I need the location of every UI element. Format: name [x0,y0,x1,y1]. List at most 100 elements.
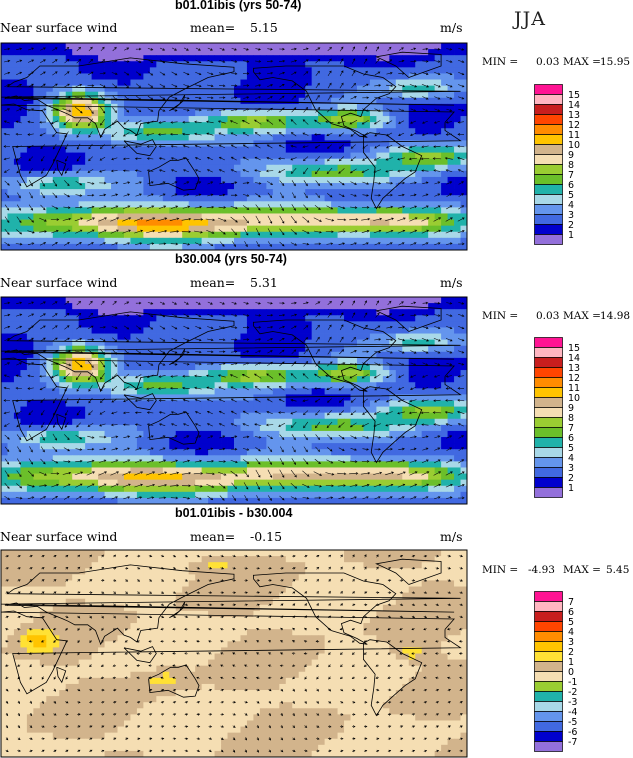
panel-3-mean-value: -0.15 [250,529,283,544]
panel-2-mean-label: mean= [190,275,236,290]
colorbar-2-tick-3: 12 [568,373,580,384]
colorbar-3-tick-1: 6 [568,607,574,618]
colorbar-2-swatch-13 [534,467,563,478]
colorbar-3-tick-11: -4 [568,707,577,718]
colorbar-2-swatch-1 [534,347,563,358]
colorbar-1-swatch-5 [534,134,563,145]
colorbar-3-swatch-12 [534,711,563,722]
panel-2-max-label: MAX = [563,310,601,322]
panel-3-title: b01.01ibis - b30.004 [175,506,293,520]
panel-2-variable: Near surface wind [0,275,118,290]
colorbar-3-swatch-9 [534,681,563,692]
colorbar-3-swatch-2 [534,611,563,622]
colorbar-3-swatch-7 [534,661,563,672]
colorbar-3-tick-12: -5 [568,717,577,728]
colorbar-2-tick-14: 1 [568,483,574,494]
colorbar-1-swatch-2 [534,104,563,115]
colorbar-1-tick-11: 4 [568,200,574,211]
panel-3-max-label: MAX = [563,564,601,576]
colorbar-1-swatch-7 [534,154,563,165]
panel-3-coastlines [0,558,462,717]
colorbar-2-tick-6: 9 [568,403,574,414]
colorbar-2-tick-7: 8 [568,413,574,424]
colorbar-3-swatch-3 [534,621,563,632]
colorbar-3-swatch-13 [534,721,563,732]
colorbar-3-tick-3: 4 [568,627,574,638]
panel-2-wind-vectors [3,300,465,502]
colorbar-1-swatch-15 [534,234,563,245]
panel-3-map [0,549,468,758]
panel-1-min-label: MIN = [482,56,519,68]
colorbar-3-swatch-8 [534,671,563,682]
colorbar-2-tick-13: 2 [568,473,574,484]
colorbar-2-swatch-8 [534,417,563,428]
colorbar-2-tick-12: 3 [568,463,574,474]
colorbar-1-swatch-13 [534,214,563,225]
panel-3-min-label: MIN = [482,564,519,576]
colorbar-3-tick-9: -2 [568,687,577,698]
colorbar-3-swatch-0 [534,591,563,602]
colorbar-1-tick-3: 12 [568,120,580,131]
colorbar-1-tick-7: 8 [568,160,574,171]
colorbar-2-swatch-4 [534,377,563,388]
panel-3-wind-vectors [4,554,464,753]
colorbar-1-swatch-11 [534,194,563,205]
panel-2-map [0,296,468,505]
colorbar-2-tick-9: 6 [568,433,574,444]
colorbar-3-swatch-14 [534,731,563,742]
panel-1-field-cells [1,43,468,251]
colorbar-2-swatch-9 [534,427,563,438]
panel-2-coastlines [0,305,462,464]
colorbar-1-swatch-10 [534,184,563,195]
colorbar-2-tick-1: 14 [568,353,580,364]
colorbar-2-swatch-3 [534,367,563,378]
colorbar-1-swatch-3 [534,114,563,125]
colorbar-3-swatch-6 [534,651,563,662]
panel-1-wind-vectors [3,46,465,248]
panel-3-field-cells [1,550,468,758]
colorbar-3-tick-13: -6 [568,727,577,738]
colorbar-2-tick-5: 10 [568,393,580,404]
colorbar-1-swatch-1 [534,94,563,105]
panel-2-units: m/s [440,275,463,290]
colorbar-1-swatch-8 [534,164,563,175]
colorbar-2-swatch-12 [534,457,563,468]
colorbar-1-swatch-0 [534,84,563,95]
panel-1-min-value: 0.03 [536,56,560,68]
colorbar-1-swatch-6 [534,144,563,155]
colorbar-3-swatch-1 [534,601,563,612]
colorbar-2-swatch-11 [534,447,563,458]
panel-2-max-value: 14.98 [600,310,631,322]
panel-2-title: b30.004 (yrs 50-74) [175,252,287,266]
colorbar-1-tick-8: 7 [568,170,574,181]
colorbar-3-swatch-11 [534,701,563,712]
colorbar-3-tick-7: 0 [568,667,574,678]
colorbar-3-tick-2: 5 [568,617,574,628]
colorbar-3-tick-4: 3 [568,637,574,648]
colorbar-2-swatch-6 [534,397,563,408]
colorbar-1-tick-13: 2 [568,220,574,231]
colorbar-1-tick-6: 9 [568,150,574,161]
panel-3-units: m/s [440,529,463,544]
colorbar-2-tick-0: 15 [568,343,580,354]
colorbar-2-tick-11: 4 [568,453,574,464]
colorbar-1-tick-10: 5 [568,190,574,201]
colorbar-1-tick-5: 10 [568,140,580,151]
colorbar-2-swatch-2 [534,357,563,368]
panel-1-max-label: MAX = [563,56,601,68]
colorbar-3-tick-14: -7 [568,737,577,748]
colorbar-1-swatch-9 [534,174,563,185]
colorbar-3-swatch-5 [534,641,563,652]
panel-2-min-value: 0.03 [536,310,560,322]
colorbar-2-swatch-10 [534,437,563,448]
colorbar-2-tick-8: 7 [568,423,574,434]
panel-1-units: m/s [440,20,463,35]
panel-1-max-value: 15.95 [600,56,631,68]
panel-2-min-label: MIN = [482,310,519,322]
panel-3-mean-label: mean= [190,529,236,544]
colorbar-2-swatch-5 [534,387,563,398]
colorbar-1-tick-2: 13 [568,110,580,121]
season-label: JJA [514,8,546,30]
